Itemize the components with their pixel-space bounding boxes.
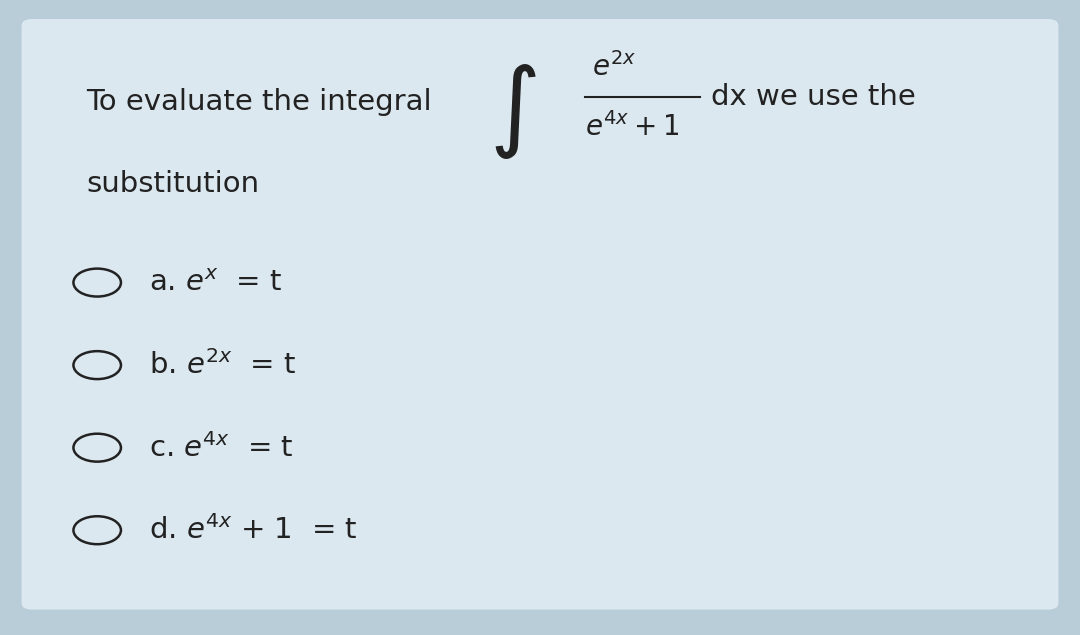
Text: dx we use the: dx we use the xyxy=(711,83,916,110)
Text: To evaluate the integral: To evaluate the integral xyxy=(86,88,432,116)
Text: substitution: substitution xyxy=(86,170,259,198)
Text: $e^{2x}$: $e^{2x}$ xyxy=(592,51,636,82)
Text: c. $e^{4x}$  = t: c. $e^{4x}$ = t xyxy=(149,432,294,463)
Text: d. $e^{4x}$ + 1  = t: d. $e^{4x}$ + 1 = t xyxy=(149,515,357,545)
Text: a. $e^{x}$  = t: a. $e^{x}$ = t xyxy=(149,269,283,297)
Text: b. $e^{2x}$  = t: b. $e^{2x}$ = t xyxy=(149,350,296,380)
FancyBboxPatch shape xyxy=(22,19,1058,610)
Text: $e^{4x}+1$: $e^{4x}+1$ xyxy=(585,112,679,142)
Text: $\int$: $\int$ xyxy=(489,62,537,161)
